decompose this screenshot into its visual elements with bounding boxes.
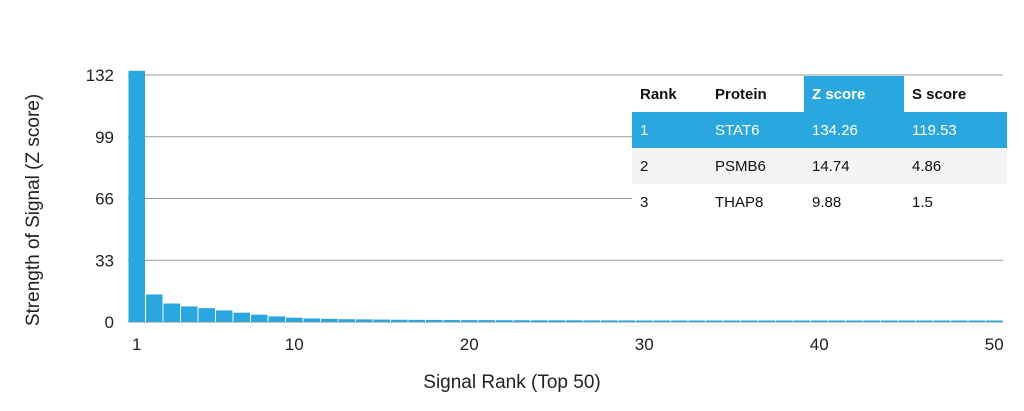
bar <box>566 320 583 322</box>
bar <box>216 310 233 322</box>
y-tick-label: 33 <box>95 251 114 270</box>
cell-rank: 3 <box>640 193 649 211</box>
bar <box>128 70 145 322</box>
bar <box>391 319 408 322</box>
bar <box>986 320 1003 322</box>
bar <box>268 316 285 322</box>
bar <box>671 320 688 322</box>
bar <box>846 320 863 322</box>
bar <box>373 319 390 322</box>
table-row: 2 PSMB6 14.74 4.86 <box>632 148 1007 184</box>
cell-protein: PSMB6 <box>707 148 804 184</box>
cell-s-score: 119.53 <box>904 112 1007 148</box>
bar <box>478 320 495 322</box>
bars <box>128 70 1003 322</box>
bar <box>933 320 950 322</box>
bar <box>303 318 320 322</box>
bar <box>496 320 513 322</box>
bar <box>811 320 828 322</box>
bar <box>548 320 565 322</box>
bar <box>426 319 443 322</box>
x-tick-labels: 1 10 20 30 40 50 <box>132 335 1004 354</box>
y-tick-label: 99 <box>95 128 114 147</box>
bar <box>356 319 373 322</box>
bar <box>251 314 268 322</box>
bar <box>793 320 810 322</box>
table-header-row: Rank Protein Z score S score <box>632 76 1007 112</box>
bar <box>776 320 793 322</box>
bar <box>758 320 775 322</box>
bar <box>198 308 215 322</box>
y-tick-label: 0 <box>105 313 114 332</box>
bar <box>233 312 250 322</box>
y-tick-label: 66 <box>95 190 114 209</box>
bar <box>916 320 933 322</box>
cell-z-score: 134.26 <box>804 112 904 148</box>
bar <box>531 320 548 322</box>
bar <box>898 320 915 322</box>
bar <box>163 303 180 322</box>
bar <box>636 320 653 322</box>
x-tick-label: 20 <box>460 335 479 354</box>
bar <box>408 319 425 322</box>
bar <box>513 320 530 322</box>
bar <box>828 320 845 322</box>
cell-rank: 2 <box>632 148 707 184</box>
bar <box>741 320 758 322</box>
y-tick-label: 132 <box>86 66 114 85</box>
bar <box>181 306 198 322</box>
top-proteins-table: Rank Protein Z score S score 1 STAT6 134… <box>632 76 1007 220</box>
cell-rank: 1 <box>632 112 707 148</box>
header-z-score: Z score <box>804 76 904 112</box>
header-rank: Rank <box>640 85 677 103</box>
bar <box>583 320 600 322</box>
bar <box>618 320 635 322</box>
bar <box>863 320 880 322</box>
bar <box>968 320 985 322</box>
cell-z-score: 14.74 <box>804 148 904 184</box>
bar <box>461 320 478 322</box>
x-tick-label: 50 <box>985 335 1004 354</box>
bar <box>706 320 723 322</box>
header-protein: Protein <box>715 85 767 103</box>
bar <box>951 320 968 322</box>
bar <box>881 320 898 322</box>
bar <box>146 294 163 322</box>
bar <box>443 320 460 322</box>
y-axis-label: Strength of Signal (Z score) <box>23 94 44 326</box>
bar <box>321 318 338 322</box>
cell-protein: STAT6 <box>707 112 804 148</box>
table-row: 3 THAP8 9.88 1.5 <box>632 184 1007 220</box>
bar <box>286 317 303 322</box>
y-tick-labels: 0 33 66 99 132 <box>86 66 114 332</box>
cell-s-score: 4.86 <box>904 148 1007 184</box>
x-tick-label: 10 <box>285 335 304 354</box>
table-row: 1 STAT6 134.26 119.53 <box>632 112 1007 148</box>
bar <box>338 319 355 322</box>
x-axis-label: Signal Rank (Top 50) <box>423 372 600 393</box>
x-tick-label: 30 <box>635 335 654 354</box>
bar <box>653 320 670 322</box>
bar <box>723 320 740 322</box>
cell-z-score: 9.88 <box>812 193 842 211</box>
x-tick-label: 40 <box>810 335 829 354</box>
bar <box>688 320 705 322</box>
cell-s-score: 1.5 <box>912 193 933 211</box>
header-s-score: S score <box>912 85 967 103</box>
cell-protein: THAP8 <box>715 193 764 211</box>
x-tick-label: 1 <box>132 335 141 354</box>
bar <box>601 320 618 322</box>
